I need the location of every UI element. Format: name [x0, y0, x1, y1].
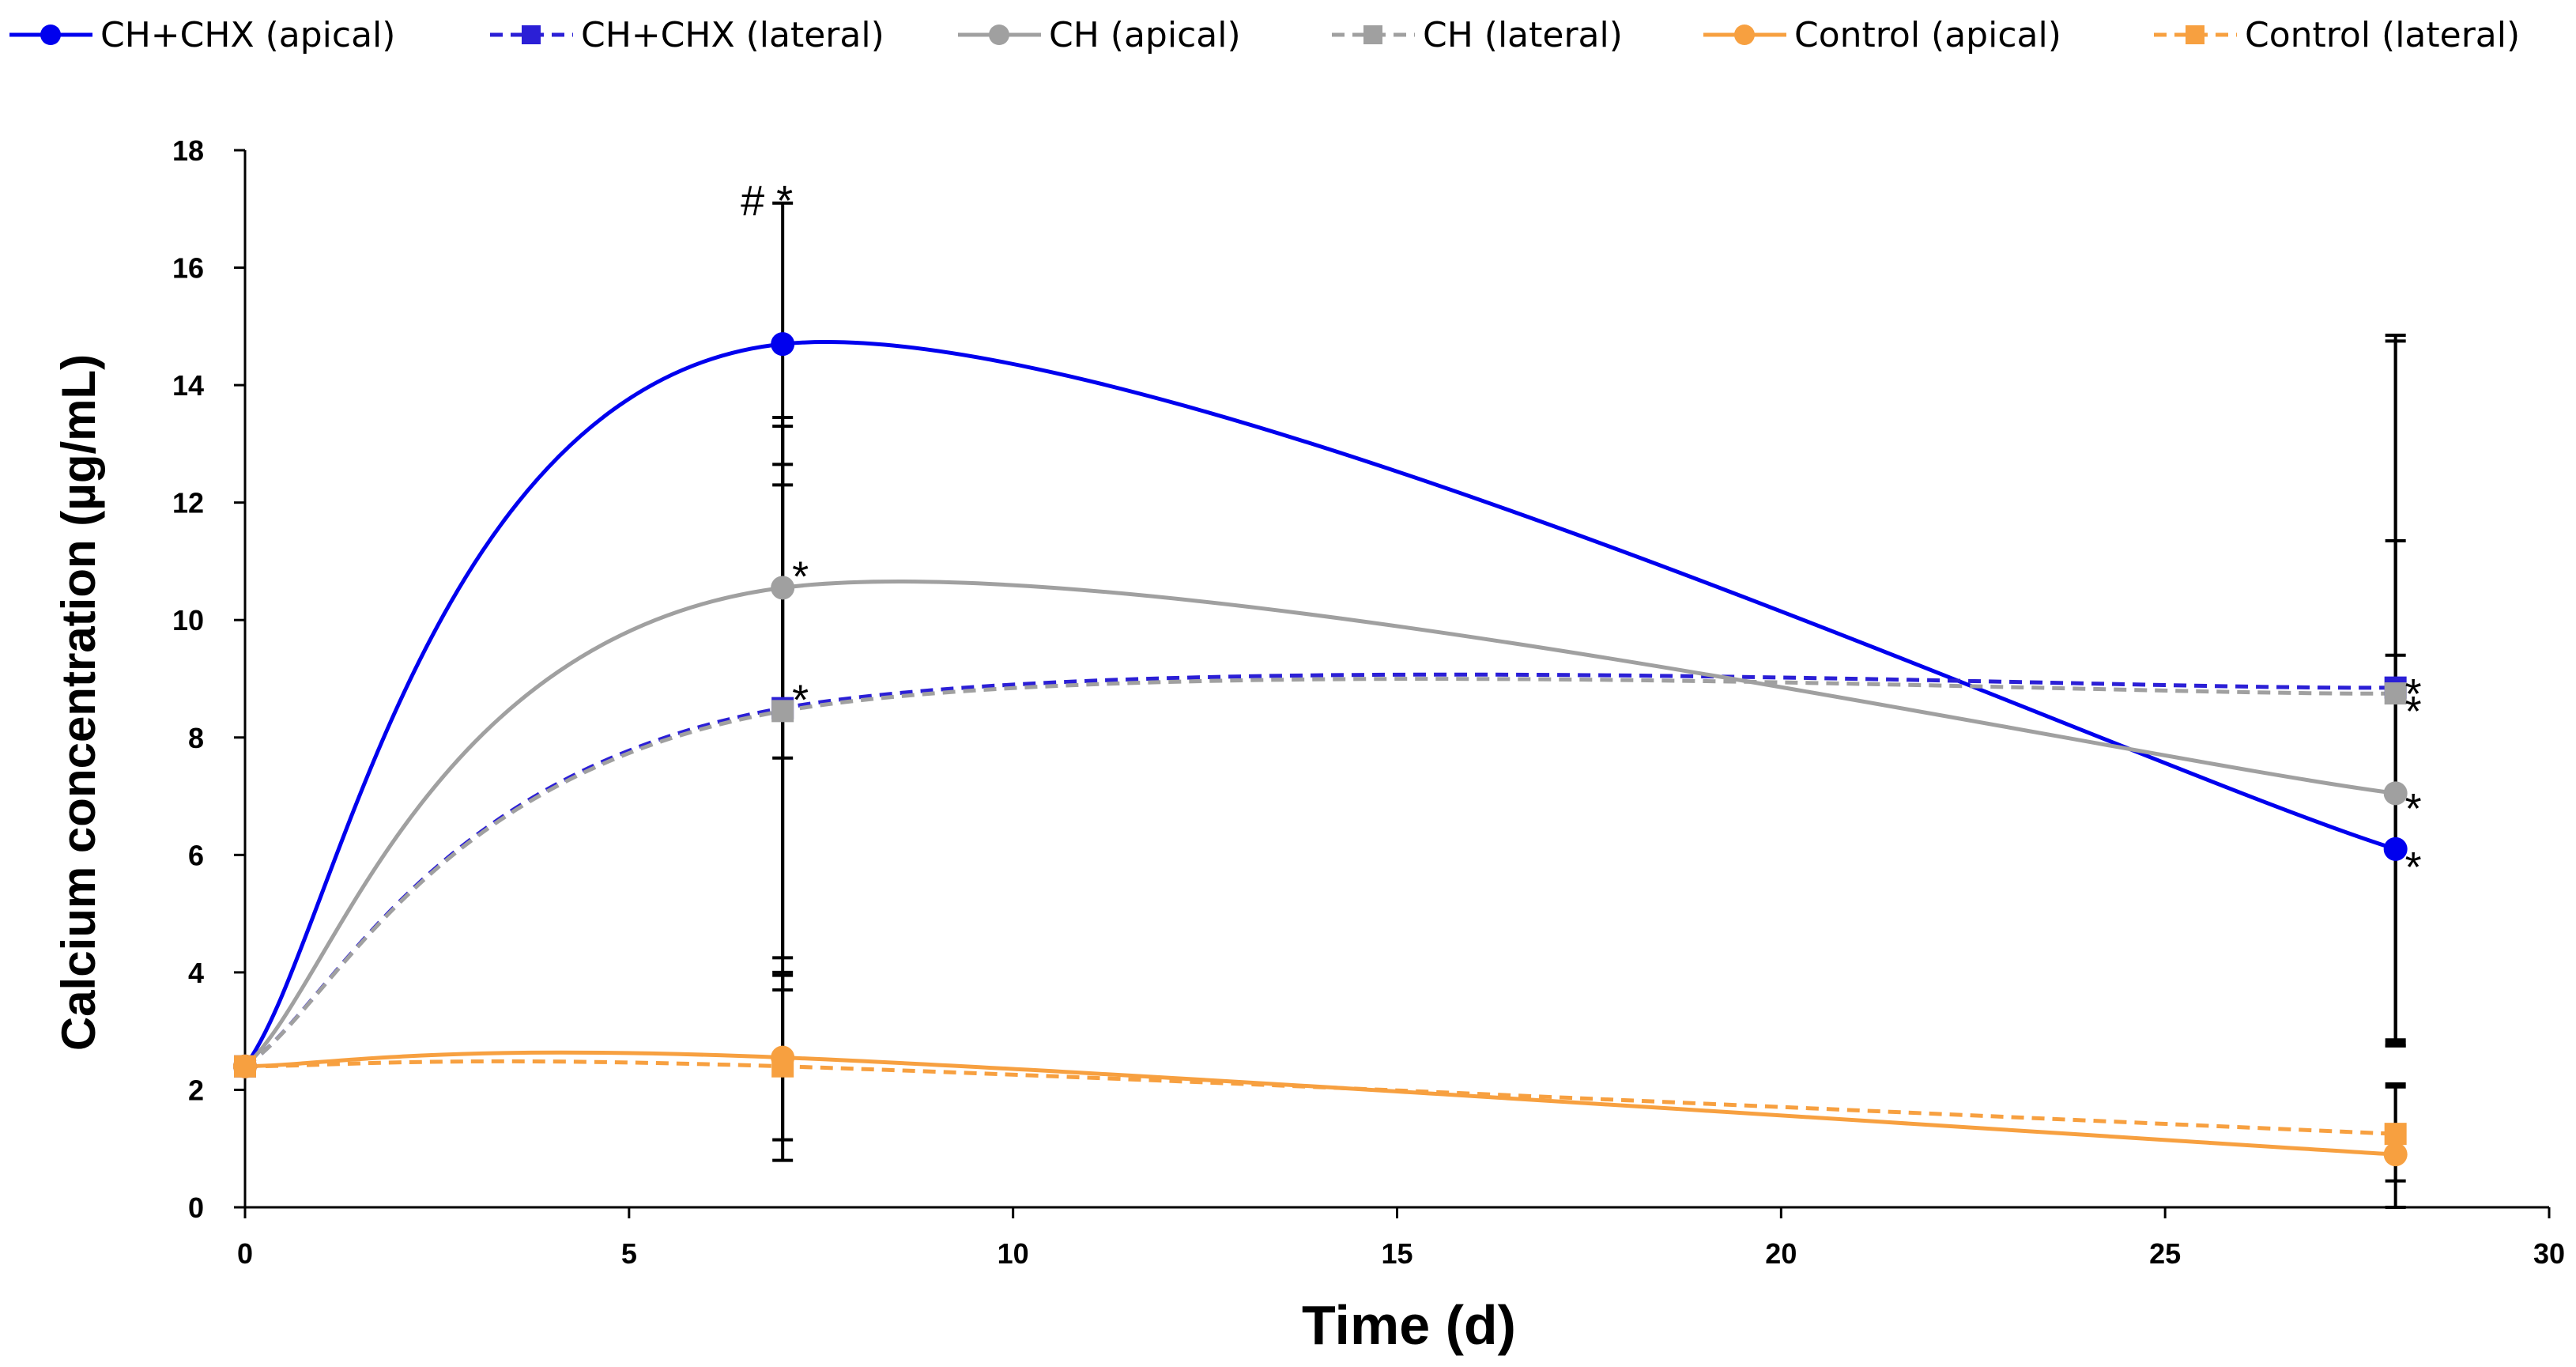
significance-annotation: *: [792, 676, 809, 723]
significance-annotation: *: [2405, 785, 2422, 833]
legend-marker: [40, 25, 61, 45]
x-tick-label: 25: [2149, 1237, 2181, 1270]
legend-label: Control (lateral): [2245, 15, 2520, 55]
x-tick-label: 15: [1381, 1237, 1412, 1270]
significance-annotation: *: [2405, 670, 2422, 718]
y-tick-label: 2: [188, 1074, 204, 1106]
axes: 0 2 4 6 8 10 12 14 16 18 0 5 10 15 20 25 30: [172, 134, 2565, 1270]
y-tick-label: 18: [172, 134, 204, 167]
y-tick-label: 14: [172, 369, 204, 402]
data-point-ch-chx-apical: [2383, 836, 2408, 861]
y-tick-label: 6: [188, 839, 204, 871]
legend-item-ch-chx-apical: CH+CHX (apical): [9, 15, 395, 55]
data-point-ch-lateral: [2384, 682, 2407, 705]
legend-marker: [2186, 25, 2204, 44]
data-point-ch-lateral: [771, 700, 794, 723]
x-tick-label: 5: [621, 1237, 637, 1270]
y-tick-label: 4: [188, 957, 204, 989]
series-line-ch-chx-lateral: [243, 672, 2396, 1068]
significance-annotation: *: [2405, 688, 2422, 735]
series-line-control-apical: [244, 1050, 2396, 1157]
legend-item-ch-chx-lateral: CH+CHX (lateral): [490, 15, 884, 55]
data-point-control-lateral: [771, 1055, 794, 1078]
legend-item-control-apical: Control (apical): [1703, 15, 2061, 55]
x-tick-label: 20: [1765, 1237, 1797, 1270]
legend-marker: [1363, 25, 1382, 44]
series-lines: [243, 340, 2397, 1157]
legend-marker: [522, 25, 541, 44]
y-tick-label: 10: [172, 604, 204, 636]
legend-label: Control (apical): [1794, 15, 2061, 55]
legend-item-ch-lateral: CH (lateral): [1332, 15, 1623, 55]
data-point-ch-chx-apical: [771, 332, 795, 357]
legend: CH+CHX (apical) CH+CHX (lateral) CH (apica…: [9, 15, 2520, 55]
data-point-control-lateral: [234, 1055, 256, 1078]
legend-label: CH (lateral): [1423, 15, 1623, 55]
legend-item-ch-apical: CH (apical): [958, 15, 1241, 55]
data-point-ch-apical: [2383, 781, 2408, 806]
series-markers: [233, 332, 2408, 1167]
legend-label: CH (apical): [1049, 15, 1241, 55]
annotations: # *** ****: [741, 177, 2422, 891]
significance-annotation: *: [792, 553, 809, 600]
y-tick-label: 8: [188, 722, 204, 754]
error-bars: [772, 201, 2406, 1209]
series-line-ch-lateral: [243, 677, 2396, 1068]
x-tick-label: 30: [2533, 1237, 2565, 1270]
y-tick-label: 12: [172, 487, 204, 519]
significance-annotation: # *: [741, 177, 793, 225]
legend-marker: [1734, 25, 1755, 45]
series-line-ch-apical: [243, 580, 2396, 1068]
y-tick-label: 0: [188, 1191, 204, 1224]
data-point-control-apical: [2383, 1142, 2408, 1167]
series-line-control-lateral: [244, 1059, 2396, 1136]
y-tick-label: 16: [172, 252, 204, 285]
y-axis-title: Calcium concentration (µg/mL): [52, 354, 105, 1051]
legend-label: CH+CHX (apical): [100, 15, 395, 55]
series-line-ch-chx-apical: [243, 340, 2397, 1068]
legend-item-control-lateral: Control (lateral): [2154, 15, 2520, 55]
legend-label: CH+CHX (lateral): [581, 15, 884, 55]
legend-marker: [989, 25, 1009, 45]
x-tick-label: 0: [237, 1237, 253, 1270]
data-point-control-lateral: [2384, 1123, 2407, 1146]
significance-annotation: *: [2405, 844, 2422, 891]
data-point-ch-apical: [771, 576, 795, 600]
x-axis-title: Time (d): [1302, 1294, 1516, 1356]
x-tick-label: 10: [998, 1237, 1029, 1270]
